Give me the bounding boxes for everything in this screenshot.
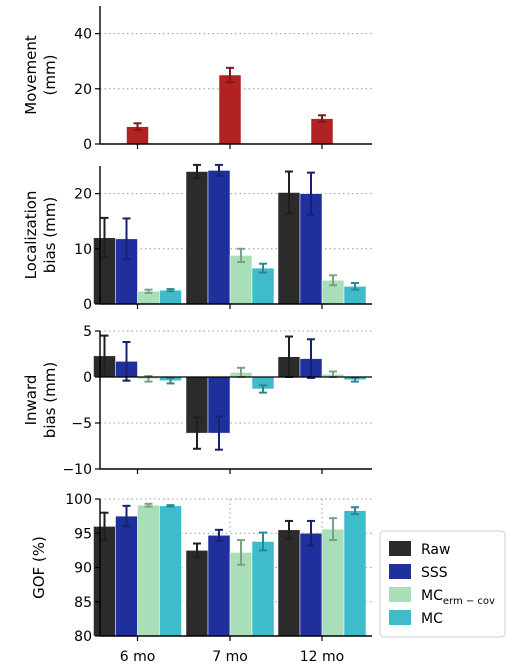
x-tick-label: 12 mo (300, 649, 344, 665)
bar (207, 535, 231, 637)
y-tick-label: 20 (74, 187, 92, 203)
panel-3: −10 −5 0 5 Inwardbias (mm) (22, 324, 372, 478)
legend-label: MCerm − cov (421, 588, 495, 607)
y-axis-label: Localizationbias (mm) (22, 191, 59, 280)
y-tick-label: 100 (65, 492, 92, 508)
y-tick-label: 0 (83, 370, 92, 386)
panel-2: 0 10 20 Localizationbias (mm) (22, 163, 372, 313)
y-axis-label-line: Inward (22, 375, 40, 426)
bar (185, 550, 209, 637)
bar (321, 528, 345, 637)
y-axis-label-line: bias (mm) (41, 197, 59, 273)
legend-label-subscript: erm − cov (443, 596, 495, 607)
y-axis-label: GOF (%) (30, 536, 48, 599)
y-axis-label-line: bias (mm) (41, 362, 59, 438)
bar (218, 74, 242, 145)
panel-4: 80 85 90 95 100 6 mo 7 mo 12 mo GOF (%) (30, 492, 372, 665)
y-tick-label: 90 (74, 561, 92, 577)
legend-swatch (389, 564, 411, 579)
y-tick-label: 95 (74, 526, 92, 542)
bar (115, 515, 138, 637)
y-tick-label: −5 (71, 416, 92, 432)
bar (207, 170, 231, 305)
y-tick-label: 20 (74, 82, 92, 98)
x-tick-label: 6 mo (120, 649, 156, 665)
y-tick-label: −10 (62, 462, 92, 478)
y-axis-label-line: Localization (22, 191, 40, 280)
y-tick-label: 5 (83, 324, 92, 340)
bar (251, 541, 275, 637)
panel-1: 0 20 40 Movement(mm) (22, 6, 372, 153)
y-tick-label: 85 (74, 595, 92, 611)
y-axis-label: Inwardbias (mm) (22, 362, 59, 438)
bar (299, 533, 323, 637)
bar (159, 505, 182, 637)
legend-label: MC (421, 611, 443, 627)
legend-label-main: MC (421, 611, 443, 627)
legend-label-main: Raw (421, 542, 450, 558)
legend-label: SSS (421, 565, 448, 581)
legend-swatch (389, 610, 411, 625)
y-tick-label: 10 (74, 242, 92, 258)
bar (343, 510, 367, 637)
bar (137, 504, 160, 637)
legend-box (379, 530, 506, 638)
y-axis-label-line: GOF (%) (30, 536, 48, 599)
y-axis-label-line: Movement (22, 35, 40, 115)
legend-label-main: MC (421, 588, 443, 604)
y-tick-label: 80 (74, 629, 92, 645)
y-tick-label: 0 (83, 297, 92, 313)
x-tick-label: 7 mo (212, 649, 248, 665)
bar (277, 529, 301, 637)
legend-label-main: SSS (421, 565, 448, 581)
y-axis-label: Movement(mm) (22, 35, 59, 115)
y-tick-label: 40 (74, 27, 92, 43)
legend-label: Raw (421, 542, 450, 558)
bar (93, 526, 116, 637)
bar (185, 171, 209, 305)
legend-swatch (389, 587, 411, 602)
y-axis-label-line: (mm) (41, 55, 59, 96)
y-tick-label: 0 (83, 137, 92, 153)
legend-swatch (389, 541, 411, 556)
